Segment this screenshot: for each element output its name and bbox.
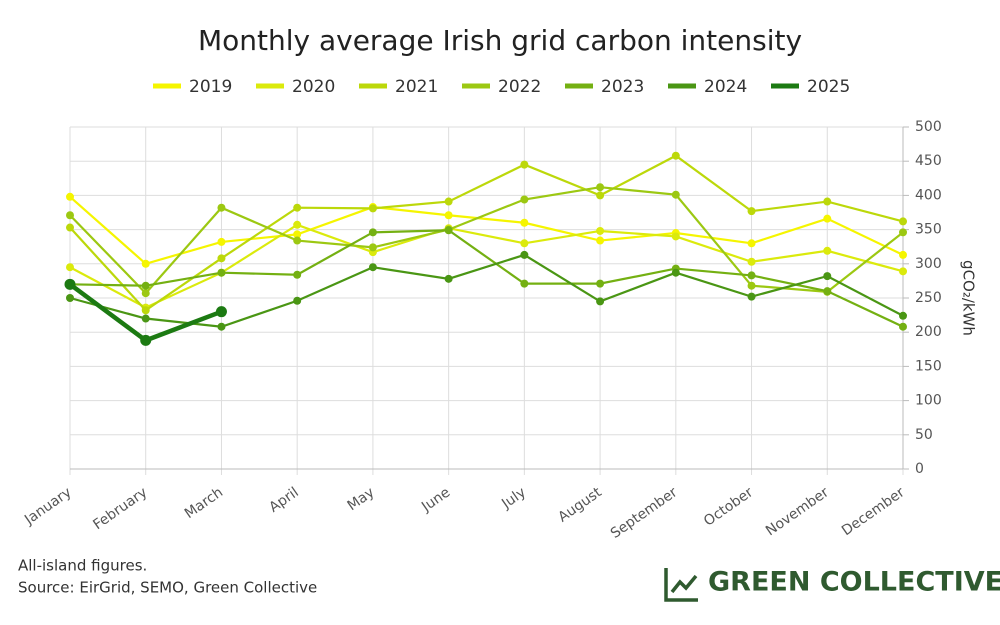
y-tick-label: 250 — [915, 290, 942, 306]
data-point — [596, 297, 605, 306]
data-point — [293, 230, 302, 239]
data-point — [66, 263, 74, 272]
data-point — [520, 195, 529, 204]
data-point — [215, 306, 227, 318]
data-point — [141, 281, 150, 290]
data-point — [747, 292, 756, 301]
data-point — [217, 237, 226, 246]
data-point — [368, 228, 377, 237]
y-tick-label: 300 — [915, 256, 942, 272]
legend-label: 2025 — [807, 77, 850, 97]
data-point — [368, 204, 377, 213]
data-point — [141, 289, 150, 298]
series-line — [69, 229, 904, 328]
y-tick-label: 150 — [915, 358, 942, 374]
data-point — [444, 226, 453, 235]
data-point — [217, 254, 226, 263]
data-point — [520, 160, 529, 169]
data-point — [293, 236, 302, 245]
series-line — [69, 253, 904, 328]
legend-label: 2023 — [601, 77, 644, 97]
data-point — [444, 197, 453, 206]
y-tick-label: 100 — [915, 393, 942, 409]
data-point — [520, 239, 529, 248]
data-point — [293, 296, 302, 305]
data-point — [64, 278, 76, 290]
data-point — [141, 314, 150, 323]
data-point — [747, 281, 756, 290]
data-point — [899, 250, 907, 259]
legend-label: 2024 — [704, 77, 747, 97]
data-point — [899, 311, 907, 320]
data-point — [596, 279, 605, 288]
data-point — [140, 334, 152, 346]
data-point — [596, 226, 605, 235]
series-line — [69, 186, 904, 295]
y-tick-label: 400 — [915, 187, 942, 203]
data-point — [596, 236, 605, 245]
y-tick-label: 0 — [915, 461, 924, 477]
y-axis-label: gCO₂/kWh — [960, 260, 978, 336]
data-point — [671, 190, 680, 199]
data-point — [671, 232, 680, 241]
data-point — [747, 207, 756, 216]
data-point — [293, 270, 302, 279]
data-point — [66, 192, 74, 201]
note: All-island figures. — [18, 557, 147, 575]
data-point — [899, 228, 907, 237]
legend-label: 2022 — [498, 77, 541, 97]
data-point — [141, 306, 150, 315]
series-line — [69, 195, 904, 266]
y-tick-label: 50 — [915, 427, 933, 443]
data-point — [747, 271, 756, 280]
legend-label: 2021 — [395, 77, 438, 97]
data-point — [671, 151, 680, 160]
y-tick-label: 500 — [915, 119, 942, 135]
data-point — [899, 267, 907, 276]
data-point — [141, 259, 150, 268]
data-point — [368, 243, 377, 252]
data-point — [520, 250, 529, 259]
series-line — [69, 223, 904, 309]
chart-title: Monthly average Irish grid carbon intens… — [198, 24, 802, 57]
logo-icon — [664, 568, 698, 602]
data-point — [899, 322, 907, 331]
y-tick-label: 450 — [915, 153, 942, 169]
data-point — [66, 223, 74, 232]
note: Source: EirGrid, SEMO, Green Collective — [18, 579, 317, 597]
data-point — [823, 272, 832, 281]
data-point — [747, 257, 756, 266]
data-point — [823, 287, 832, 296]
data-point — [444, 274, 453, 283]
legend-label: 2020 — [292, 77, 335, 97]
y-tick-label: 350 — [915, 222, 942, 238]
logo-text: GREEN COLLECTIVE — [708, 567, 1000, 598]
data-point — [596, 191, 605, 200]
data-point — [293, 220, 302, 229]
data-point — [520, 218, 529, 227]
data-point — [368, 263, 377, 272]
data-point — [823, 197, 832, 206]
data-point — [596, 183, 605, 192]
data-point — [217, 322, 226, 331]
series-line — [69, 154, 904, 312]
data-point — [520, 279, 529, 288]
data-point — [293, 203, 302, 212]
data-point — [66, 211, 74, 220]
y-tick-label: 200 — [915, 324, 942, 340]
data-point — [671, 268, 680, 277]
data-point — [747, 239, 756, 248]
data-point — [217, 268, 226, 277]
data-point — [823, 246, 832, 255]
data-point — [899, 217, 907, 226]
legend-label: 2019 — [189, 77, 232, 97]
data-point — [823, 214, 832, 223]
data-point — [444, 211, 453, 220]
data-point — [66, 294, 74, 302]
data-point — [217, 203, 226, 212]
